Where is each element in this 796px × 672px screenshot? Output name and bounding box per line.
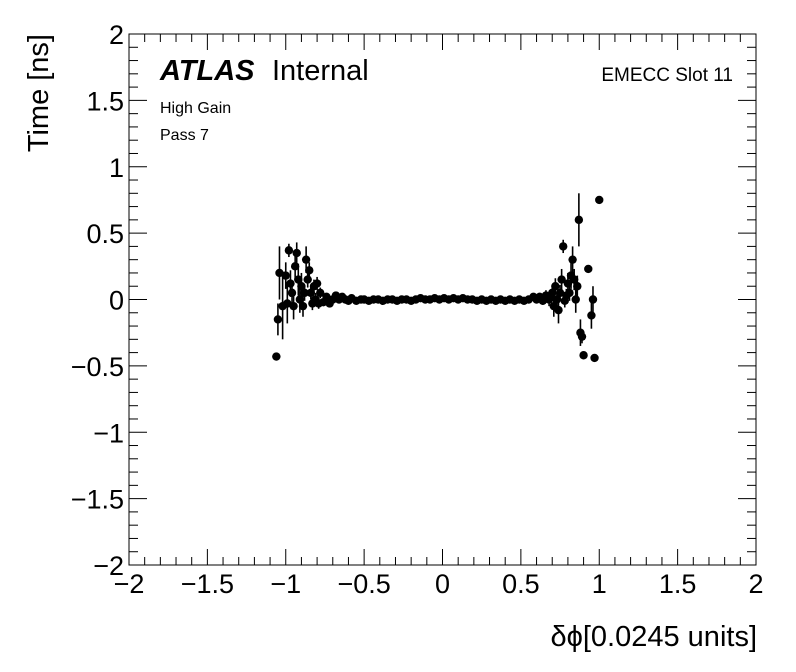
data-point — [281, 271, 290, 280]
x-tick-label: 1 — [592, 569, 607, 599]
data-point — [298, 301, 308, 311]
data-point — [577, 332, 587, 341]
data-point — [558, 242, 568, 251]
atlas-logo-text: ATLAS — [159, 55, 255, 87]
data-point — [574, 215, 584, 225]
atlas-status-label: Internal — [272, 55, 369, 87]
data-point — [588, 295, 598, 304]
data-point — [555, 288, 565, 298]
y-tick-label: 0.5 — [86, 219, 124, 249]
y-tick-label: 1.5 — [86, 86, 124, 116]
x-tick-label: 0 — [435, 569, 450, 599]
data-point — [297, 282, 306, 291]
x-tick-label: −2 — [114, 569, 145, 599]
data-point — [557, 275, 566, 284]
data-point — [569, 275, 579, 284]
data-points — [272, 193, 604, 363]
data-point — [273, 315, 283, 324]
data-point — [568, 255, 577, 264]
y-tick-label: −1 — [93, 418, 124, 448]
x-tick-label: −1.5 — [181, 569, 234, 599]
data-point — [554, 305, 563, 315]
data-point — [275, 268, 284, 278]
data-point — [571, 295, 580, 304]
data-point — [306, 288, 316, 298]
y-tick-label: −2 — [93, 551, 124, 581]
x-tick-labels: −2 −1.5 −1 −0.5 0 0.5 1 1.5 2 — [114, 569, 764, 599]
data-point — [590, 353, 599, 363]
y-tick-label: 1 — [109, 153, 124, 183]
data-point — [286, 279, 295, 288]
data-point — [544, 295, 554, 304]
data-point — [584, 264, 593, 274]
data-point — [287, 288, 297, 298]
y-axis-title: Time [ns] — [23, 34, 55, 152]
axis-ticks — [128, 33, 757, 566]
data-point — [301, 255, 311, 264]
data-point — [573, 282, 582, 291]
gain-label: High Gain — [160, 100, 231, 117]
data-point — [587, 311, 596, 320]
pass-label: Pass 7 — [160, 127, 209, 144]
y-tick-label: 0 — [109, 286, 124, 316]
data-point — [303, 275, 312, 284]
slot-label: EMECC Slot 11 — [601, 65, 733, 86]
data-point — [565, 288, 574, 298]
data-point — [579, 351, 588, 360]
y-tick-label: 2 — [109, 20, 124, 50]
x-tick-label: −0.5 — [337, 569, 390, 599]
data-point — [283, 299, 292, 308]
data-point — [316, 288, 325, 298]
data-point — [290, 262, 300, 271]
y-tick-labels: −2 −1.5 −1 −0.5 0 0.5 1 1.5 2 — [71, 20, 124, 581]
data-point — [551, 282, 560, 291]
data-point — [289, 301, 298, 311]
x-tick-label: 1.5 — [659, 569, 697, 599]
data-point — [292, 248, 301, 258]
x-tick-label: −1 — [270, 569, 301, 599]
data-point — [305, 266, 314, 275]
x-tick-label: 0.5 — [502, 569, 540, 599]
data-point — [312, 279, 322, 288]
x-axis-title: δϕ[0.0245 units] — [550, 621, 757, 653]
x-tick-label: 2 — [748, 569, 763, 599]
data-point — [595, 195, 604, 205]
data-point — [272, 352, 281, 361]
y-tick-label: −1.5 — [71, 485, 124, 515]
data-point — [300, 288, 309, 298]
data-point — [548, 288, 557, 298]
y-tick-label: −0.5 — [71, 352, 124, 382]
data-point — [294, 275, 303, 284]
data-point — [284, 246, 294, 255]
data-point — [322, 292, 331, 302]
